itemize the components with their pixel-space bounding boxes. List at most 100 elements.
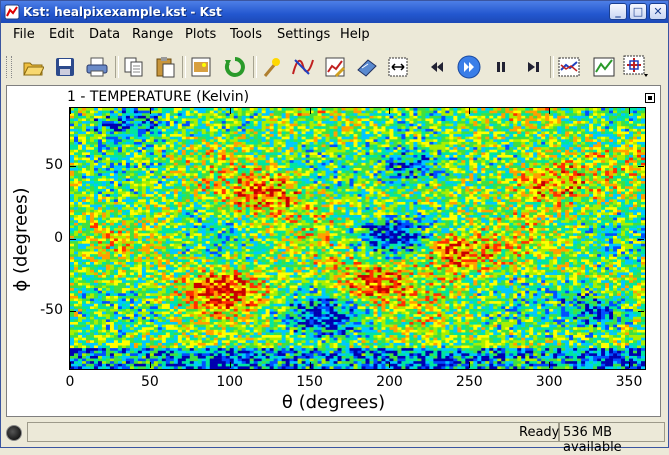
- menu-settings[interactable]: Settings: [277, 27, 331, 42]
- heatmap-cell: [617, 118, 622, 122]
- heatmap-cell: [165, 196, 171, 200]
- heatmap-cell: [597, 152, 602, 156]
- heatmap-cell: [369, 139, 374, 143]
- heatmap-cell: [477, 121, 482, 124]
- menu-help[interactable]: Help: [340, 27, 370, 42]
- minimize-button[interactable]: _: [609, 3, 627, 20]
- heatmap-cell: [353, 110, 358, 114]
- heatmap-cell: [545, 121, 550, 124]
- heatmap-cell: [513, 188, 518, 192]
- heatmap-cell: [97, 186, 103, 190]
- zoom-fit-icon[interactable]: [384, 53, 412, 81]
- open-icon[interactable]: [19, 53, 47, 81]
- heatmap-cell: [253, 126, 258, 130]
- select-mode-icon[interactable]: [622, 53, 650, 81]
- heatmap-cell: [625, 128, 630, 132]
- menu-tools[interactable]: Tools: [230, 27, 263, 42]
- heatmap-cell: [545, 162, 550, 166]
- data-wizard-icon[interactable]: [289, 53, 317, 81]
- maximize-button[interactable]: □: [629, 3, 647, 20]
- heatmap-cell: [585, 139, 590, 143]
- heatmap-cell: [233, 194, 239, 198]
- heatmap-cell: [89, 136, 95, 140]
- heatmap-cell: [457, 136, 462, 140]
- heatmap-cell: [581, 136, 586, 140]
- heatmap-cell: [365, 108, 370, 111]
- menu-file[interactable]: File: [13, 27, 35, 42]
- heatmap-cell: [601, 113, 606, 117]
- heatmap-cell: [277, 152, 282, 156]
- rewind-icon[interactable]: [423, 53, 451, 81]
- heatmap-cell: [457, 191, 462, 195]
- edit-plot-icon[interactable]: [321, 53, 349, 81]
- heatmap-cell: [557, 154, 562, 158]
- heatmap-cell: [473, 154, 478, 158]
- copy-icon[interactable]: [120, 53, 148, 81]
- menu-data[interactable]: Data: [89, 27, 121, 42]
- heatmap-cell: [265, 131, 270, 135]
- close-button[interactable]: ✕: [649, 3, 667, 20]
- heatmap-cell: [213, 175, 219, 179]
- heatmap-cell: [529, 110, 534, 114]
- plot-mode-icon[interactable]: [590, 53, 618, 81]
- heatmap-cell: [541, 181, 546, 184]
- heatmap-cell: [165, 173, 171, 177]
- heatmap-cell: [241, 121, 246, 124]
- heatmap-cell: [517, 128, 522, 132]
- play-icon[interactable]: [455, 53, 483, 81]
- paste-icon[interactable]: [151, 53, 179, 81]
- menu-plots[interactable]: Plots: [185, 27, 217, 42]
- heatmap-cell: [173, 196, 179, 200]
- heatmap-cell: [425, 110, 430, 114]
- heatmap-plot[interactable]: [69, 107, 646, 370]
- heatmap-cell: [373, 108, 378, 111]
- heatmap-cell: [289, 178, 294, 182]
- menu-edit[interactable]: Edit: [49, 27, 75, 42]
- heatmap-cell: [341, 115, 346, 119]
- heatmap-cell: [329, 178, 334, 182]
- heatmap-cell: [229, 126, 235, 130]
- heatmap-cell: [313, 170, 318, 174]
- heatmap-cell: [85, 134, 91, 138]
- graph-mode-icon[interactable]: [555, 53, 583, 81]
- heatmap-cell: [269, 152, 274, 156]
- heatmap-cell: [185, 149, 191, 153]
- heatmap-cell: [485, 183, 490, 187]
- reload-icon[interactable]: [221, 53, 249, 81]
- toolbar-grip[interactable]: [6, 56, 12, 78]
- advance-end-icon[interactable]: [519, 53, 547, 81]
- heatmap-cell: [449, 183, 454, 187]
- heatmap-cell: [337, 141, 342, 145]
- heatmap-cell: [333, 115, 338, 119]
- heatmap-cell: [393, 113, 398, 117]
- title-bar[interactable]: Kst: healpixexample.kst - Kst _ □ ✕: [1, 1, 668, 23]
- heatmap-cell: [393, 136, 398, 140]
- export-image-icon[interactable]: [187, 53, 215, 81]
- heatmap-cell: [513, 170, 518, 174]
- heatmap-cell: [197, 118, 203, 122]
- heatmap-cell: [401, 131, 406, 135]
- plot-maximize-icon[interactable]: [645, 93, 655, 103]
- heatmap-cell: [457, 175, 462, 179]
- heatmap-cell: [361, 165, 366, 169]
- heatmap-cell: [161, 183, 167, 187]
- heatmap-cell: [545, 134, 550, 138]
- heatmap-cell: [377, 113, 382, 117]
- heatmap-cell: [461, 113, 466, 117]
- heatmap-cell: [413, 152, 418, 156]
- heatmap-cell: [357, 126, 362, 130]
- heatmap-cell: [437, 183, 442, 187]
- heatmap-cell: [621, 160, 626, 164]
- layout-icon[interactable]: [353, 53, 381, 81]
- pause-icon[interactable]: [487, 53, 515, 81]
- menu-range[interactable]: Range: [132, 27, 174, 42]
- pick-icon[interactable]: [258, 53, 286, 81]
- plot-canvas[interactable]: 1 - TEMPERATURE (Kelvin) 0 50 100 150 200 250…: [6, 85, 661, 417]
- heatmap-cell: [77, 118, 83, 122]
- heatmap-cell: [105, 131, 111, 135]
- save-icon[interactable]: [51, 53, 79, 81]
- heatmap-cell: [381, 131, 386, 135]
- print-icon[interactable]: [83, 53, 111, 81]
- heatmap-cell: [77, 139, 83, 143]
- heatmap-cell: [549, 168, 554, 171]
